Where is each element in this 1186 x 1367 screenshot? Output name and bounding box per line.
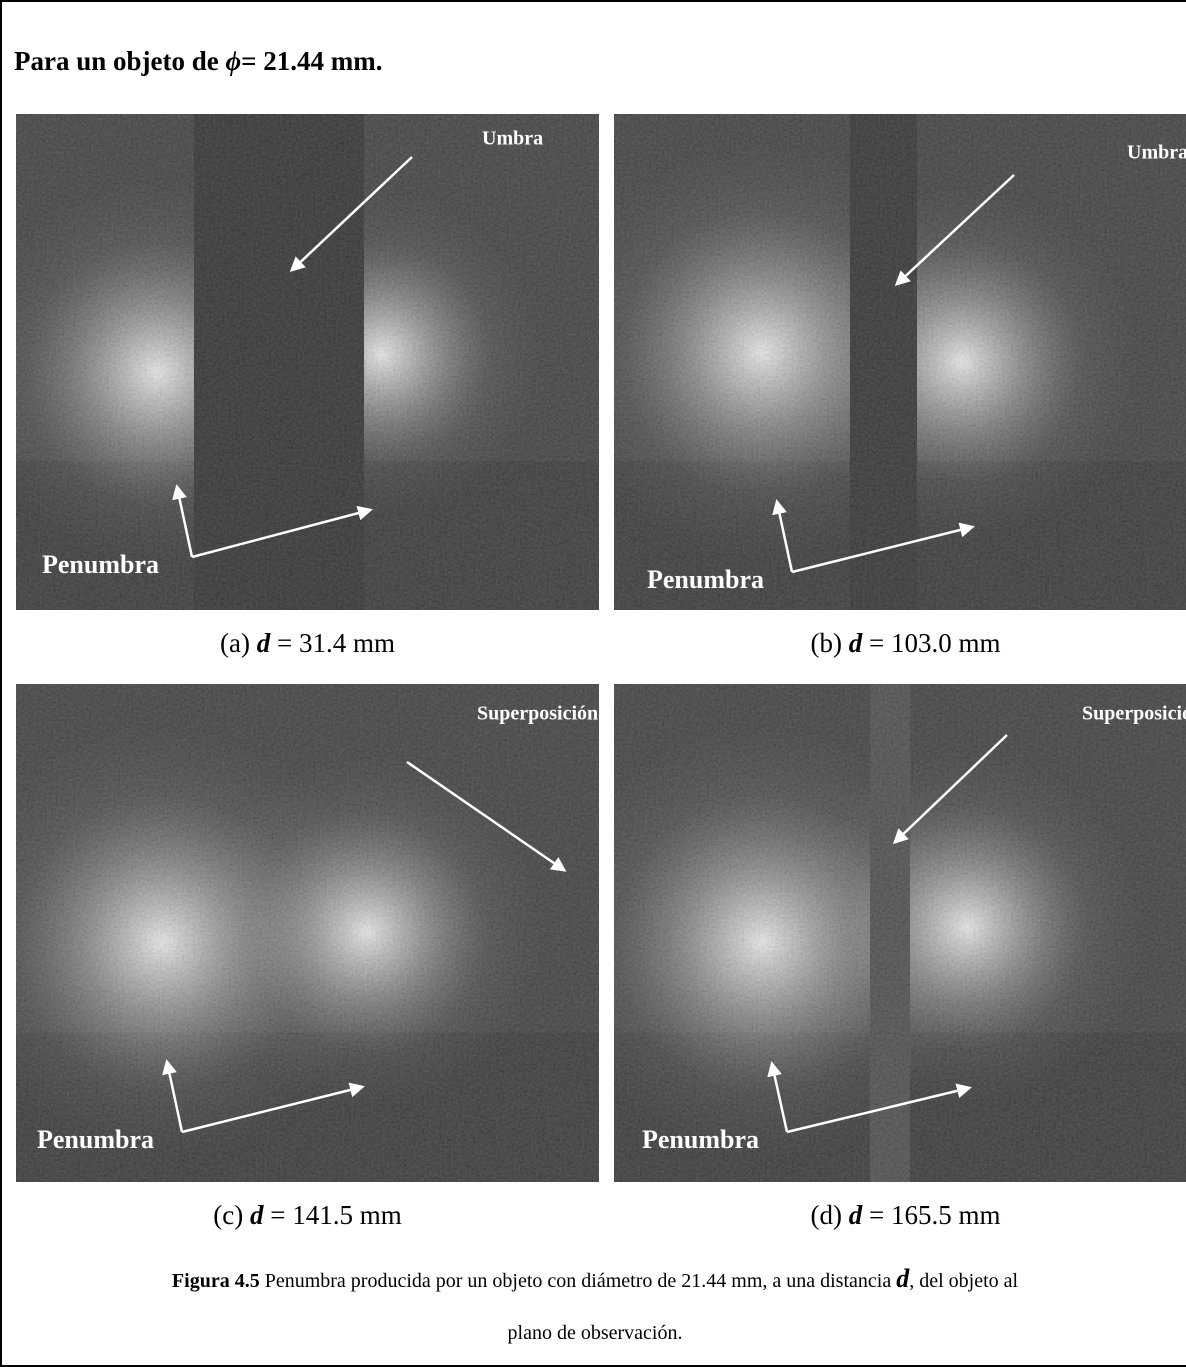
speckle-image: Umbra Penumbra <box>16 114 599 610</box>
panel-caption: (c) d = 141.5 mm <box>16 1200 599 1231</box>
annotation-arrow <box>406 760 567 872</box>
caption-letter: (c) <box>213 1200 244 1230</box>
penumbra-label: Penumbra <box>37 1125 154 1154</box>
caption-variable: d <box>249 1200 264 1230</box>
penumbra-label: Penumbra <box>42 550 159 579</box>
penumbra-arrow <box>191 505 373 559</box>
annotation-arrow <box>289 156 413 273</box>
title-suffix: = 21.44 mm. <box>241 46 383 76</box>
speckle-image: Umbra Penumbra <box>614 114 1186 610</box>
annotation-label: Superposición <box>1082 703 1186 725</box>
annotation-arrow <box>894 174 1015 287</box>
penumbra-label: Penumbra <box>647 565 764 594</box>
annotation-label: Umbra <box>482 128 543 150</box>
caption-value: = 31.4 mm <box>276 628 395 658</box>
speckle-image: Superposición Penumbra <box>16 684 599 1182</box>
penumbra-arrow <box>791 522 975 574</box>
penumbra-arrow <box>172 484 194 558</box>
figure-text: Penumbra producida por un objeto con diá… <box>264 1270 892 1292</box>
annotation-label: Superposición <box>477 703 598 725</box>
penumbra-arrow <box>772 499 794 573</box>
speckle-image: Superposición Penumbra <box>614 684 1186 1182</box>
panel-caption: (d) d = 165.5 mm <box>614 1200 1186 1231</box>
caption-letter: (a) <box>220 628 250 658</box>
title-symbol: ϕ <box>225 46 242 76</box>
penumbra-arrow <box>786 1083 972 1134</box>
caption-value: = 165.5 mm <box>869 1200 1001 1230</box>
panel-caption: (a) d = 31.4 mm <box>16 628 599 659</box>
penumbra-arrow <box>181 1082 365 1134</box>
caption-value: = 103.0 mm <box>869 628 1001 658</box>
figure-caption-line2: plano de observación. <box>507 1322 683 1344</box>
caption-variable: d <box>848 628 863 658</box>
speckle-noise <box>16 684 599 1182</box>
annotation-label: Umbra <box>1127 142 1186 164</box>
section-title: Para un objeto de ϕ= 21.44 mm. <box>14 46 383 77</box>
figure-label: Figura 4.5 <box>171 1270 260 1292</box>
caption-letter: (b) <box>810 628 842 658</box>
figure-variable: d <box>896 1264 910 1293</box>
penumbra-label: Penumbra <box>642 1125 759 1154</box>
penumbra-arrow <box>767 1061 789 1133</box>
figure-text-end: , del objeto al <box>909 1270 1019 1292</box>
figure-caption: Figura 4.5 Penumbra producida por un obj… <box>2 1264 1186 1294</box>
speckle-noise <box>614 684 1186 1182</box>
panel-caption: (b) d = 103.0 mm <box>614 628 1186 659</box>
speckle-noise <box>16 114 599 610</box>
annotation-arrow <box>892 734 1008 845</box>
caption-variable: d <box>256 628 271 658</box>
caption-variable: d <box>848 1200 863 1230</box>
caption-letter: (d) <box>810 1200 842 1230</box>
penumbra-arrow <box>162 1059 184 1133</box>
caption-value: = 141.5 mm <box>270 1200 402 1230</box>
speckle-noise <box>614 114 1186 610</box>
title-prefix: Para un objeto de <box>14 46 219 76</box>
